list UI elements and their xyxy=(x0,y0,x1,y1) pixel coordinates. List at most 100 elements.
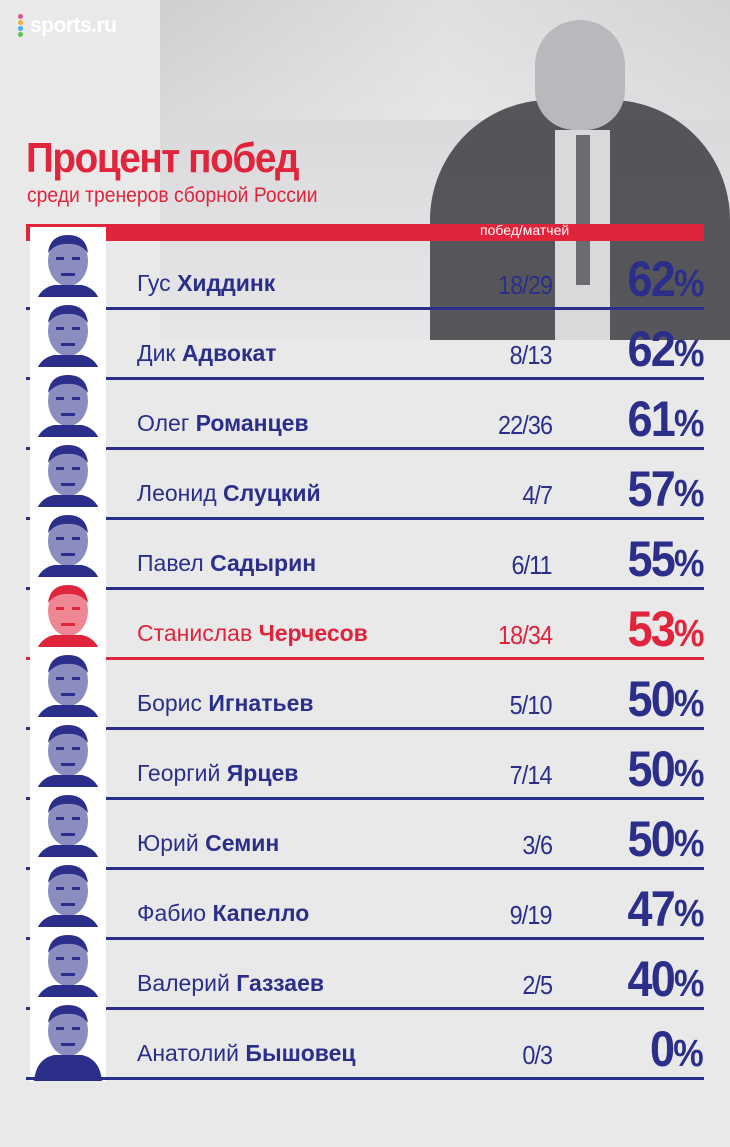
win-percentage: 53% xyxy=(627,600,704,658)
row-divider xyxy=(26,867,704,870)
wins-matches-ratio: 18/34 xyxy=(497,620,553,650)
coach-row: Анатолий Бышовец 0/3 0% xyxy=(0,997,730,1081)
row-divider xyxy=(26,657,704,660)
coach-row: Леонид Слуцкий 4/7 57% xyxy=(0,437,730,521)
percent-sign: % xyxy=(673,263,704,305)
coach-first-name: Юрий xyxy=(137,830,206,856)
win-percentage: 50% xyxy=(627,670,704,728)
coach-row: Дик Адвокат 8/13 62% xyxy=(0,297,730,381)
sports-ru-logo[interactable]: sports.ru xyxy=(16,14,117,38)
win-percentage-value: 62 xyxy=(627,251,675,307)
row-divider xyxy=(26,797,704,800)
coach-last-name: Адвокат xyxy=(181,340,277,366)
wins-matches-ratio: 18/29 xyxy=(497,270,553,300)
coach-row: Павел Садырин 6/11 55% xyxy=(0,507,730,591)
row-divider xyxy=(26,377,704,380)
coach-head xyxy=(535,20,625,130)
win-percentage: 61% xyxy=(627,390,704,448)
coach-last-name: Бышовец xyxy=(245,1040,356,1066)
wins-matches-ratio: 22/36 xyxy=(497,410,553,440)
percent-sign: % xyxy=(673,543,704,585)
coach-first-name: Фабио xyxy=(137,900,213,926)
coach-name: Павел Садырин xyxy=(137,550,316,577)
win-percentage-value: 61 xyxy=(627,391,675,447)
win-percentage: 0% xyxy=(650,1020,704,1078)
win-percentage-value: 40 xyxy=(627,951,675,1007)
win-percentage-value: 47 xyxy=(627,881,675,937)
logo-dot xyxy=(18,20,23,25)
coach-last-name: Садырин xyxy=(210,550,317,576)
coach-row: Борис Игнатьев 5/10 50% xyxy=(0,647,730,731)
page-subtitle: среди тренеров сборной России xyxy=(27,184,318,207)
wins-matches-ratio: 9/19 xyxy=(510,900,553,930)
wins-matches-ratio: 2/5 xyxy=(522,970,553,1000)
row-divider xyxy=(26,1077,704,1080)
logo-dot xyxy=(18,26,23,31)
coach-first-name: Павел xyxy=(137,550,211,576)
win-percentage: 57% xyxy=(627,460,704,518)
coach-name: Дик Адвокат xyxy=(137,340,277,367)
row-divider xyxy=(26,937,704,940)
coach-photo xyxy=(30,717,106,801)
row-divider xyxy=(26,447,704,450)
win-percentage-value: 53 xyxy=(627,601,675,657)
wins-matches-ratio: 0/3 xyxy=(522,1040,553,1070)
coach-tie xyxy=(576,135,590,285)
coach-first-name: Гус xyxy=(137,270,178,296)
coach-first-name: Дик xyxy=(137,340,182,366)
win-percentage-value: 55 xyxy=(627,531,675,587)
coach-first-name: Станислав xyxy=(137,620,259,646)
logo-dot xyxy=(18,32,23,37)
percent-sign: % xyxy=(673,333,704,375)
win-percentage-value: 50 xyxy=(627,741,675,797)
win-percentage-value: 50 xyxy=(627,811,675,867)
coach-first-name: Борис xyxy=(137,690,209,716)
coach-first-name: Георгий xyxy=(137,760,227,786)
coach-name: Гус Хиддинк xyxy=(137,270,275,297)
coach-row: Юрий Семин 3/6 50% xyxy=(0,787,730,871)
wins-matches-ratio: 3/6 xyxy=(522,830,553,860)
win-percentage-value: 0 xyxy=(650,1021,675,1077)
column-header-wins-matches: побед/матчей xyxy=(480,222,570,238)
percent-sign: % xyxy=(673,1033,704,1075)
coach-last-name: Ярцев xyxy=(226,760,299,786)
percent-sign: % xyxy=(673,963,704,1005)
coach-row: Фабио Капелло 9/19 47% xyxy=(0,857,730,941)
row-divider xyxy=(26,727,704,730)
percent-sign: % xyxy=(673,683,704,725)
coach-name: Станислав Черчесов xyxy=(137,620,368,647)
coach-first-name: Леонид xyxy=(137,480,224,506)
coach-name: Борис Игнатьев xyxy=(137,690,314,717)
percent-sign: % xyxy=(673,613,704,655)
win-percentage-value: 62 xyxy=(627,321,675,377)
coach-row: Валерий Газзаев 2/5 40% xyxy=(0,927,730,1011)
win-percentage-value: 50 xyxy=(627,671,675,727)
coach-row: Гус Хиддинк 18/29 62% xyxy=(0,227,730,311)
row-divider xyxy=(26,517,704,520)
coach-first-name: Анатолий xyxy=(137,1040,246,1066)
win-percentage: 62% xyxy=(627,250,704,308)
percent-sign: % xyxy=(673,823,704,865)
coach-last-name: Игнатьев xyxy=(208,690,314,716)
coach-last-name: Капелло xyxy=(212,900,310,926)
wins-matches-ratio: 8/13 xyxy=(510,340,553,370)
win-percentage: 47% xyxy=(627,880,704,938)
page-title: Процент побед xyxy=(26,134,299,181)
coach-first-name: Олег xyxy=(137,410,196,436)
percent-sign: % xyxy=(673,473,704,515)
wins-matches-ratio: 6/11 xyxy=(511,550,553,580)
win-percentage: 40% xyxy=(627,950,704,1008)
wins-matches-ratio: 4/7 xyxy=(522,480,553,510)
coach-name: Фабио Капелло xyxy=(137,900,309,927)
coach-last-name: Слуцкий xyxy=(223,480,321,506)
percent-sign: % xyxy=(673,893,704,935)
row-divider xyxy=(26,1007,704,1010)
coach-row: Георгий Ярцев 7/14 50% xyxy=(0,717,730,801)
wins-matches-ratio: 5/10 xyxy=(510,690,553,720)
coach-name: Юрий Семин xyxy=(137,830,279,857)
logo-dot xyxy=(18,14,23,19)
win-percentage-value: 57 xyxy=(627,461,675,517)
win-percentage: 55% xyxy=(627,530,704,588)
header-bar xyxy=(26,224,704,241)
